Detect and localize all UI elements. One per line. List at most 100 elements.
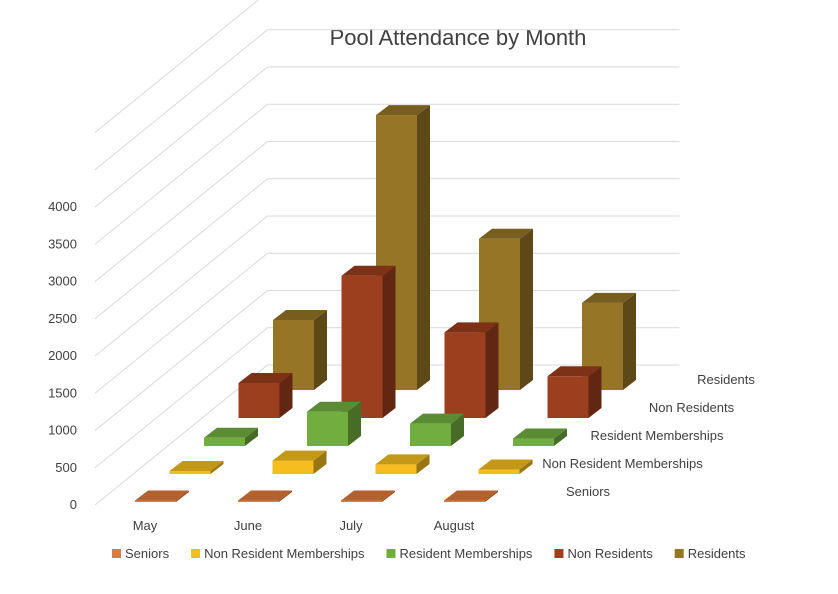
x-axis-ticks: May June July August	[133, 518, 475, 533]
bar-front	[444, 500, 485, 502]
bar-top	[341, 490, 395, 501]
gridline	[94, 178, 268, 320]
bar	[410, 413, 464, 446]
legend-swatch	[191, 549, 201, 558]
bar-top	[410, 413, 464, 424]
bar-top	[513, 428, 567, 439]
bar-top	[375, 454, 430, 465]
series-non-resident-memberships	[169, 450, 533, 474]
bar	[444, 490, 498, 502]
bar-side	[623, 292, 636, 390]
bar-top	[547, 366, 602, 377]
bar-front	[169, 471, 211, 474]
bar-front	[341, 275, 383, 418]
bars	[135, 105, 636, 502]
bar-top	[204, 427, 258, 438]
bar-top	[238, 490, 292, 501]
series-resident-memberships	[204, 401, 567, 446]
gridline	[94, 327, 268, 469]
bar	[341, 265, 396, 418]
bar-side	[520, 228, 533, 390]
bar	[375, 454, 430, 474]
bar	[341, 490, 395, 502]
bar-top	[341, 265, 396, 276]
bar	[204, 427, 258, 446]
bar-side	[588, 366, 602, 418]
bar-front	[238, 500, 279, 502]
bar-side	[382, 490, 395, 502]
bar-top	[307, 401, 361, 412]
legend-label: Resident Memberships	[399, 546, 532, 561]
y-tick-label: 2000	[48, 348, 77, 363]
bar-side	[348, 401, 361, 446]
y-tick-label: 500	[55, 460, 77, 475]
bar-front	[204, 437, 245, 446]
bar	[238, 372, 293, 418]
gridline	[94, 252, 268, 394]
gridlines	[94, 0, 680, 506]
bar-side	[210, 461, 224, 474]
bar-front	[341, 500, 382, 502]
y-tick-label: 3000	[48, 274, 77, 289]
bar-front	[478, 469, 520, 474]
bar-side	[314, 309, 327, 390]
bar-side	[313, 450, 327, 474]
bar-top	[272, 450, 327, 461]
legend-label: Residents	[688, 546, 746, 561]
legend-item: Non Residents	[554, 546, 653, 561]
y-axis-ticks: 0 500 1000 1500 2000 2500 3000 3500 4000	[48, 199, 77, 512]
bar	[238, 490, 292, 502]
bar-top	[273, 309, 327, 320]
y-tick-label: 4000	[48, 199, 77, 214]
gridline	[94, 29, 268, 171]
bar-top	[238, 372, 293, 383]
bar-top	[169, 461, 224, 472]
gridline	[94, 0, 260, 133]
series-depth-labels: Seniors Non Resident Memberships Resident …	[542, 372, 755, 499]
bar-top	[444, 322, 499, 333]
y-tick-label: 1500	[48, 385, 77, 400]
legend-item: Resident Memberships	[386, 546, 533, 561]
y-tick-label: 0	[70, 497, 77, 512]
bar-side	[519, 459, 533, 474]
legend-label: Non Residents	[567, 546, 653, 561]
bar-top	[444, 490, 498, 501]
bar	[513, 428, 567, 446]
bar	[307, 401, 361, 446]
legend-swatch	[554, 549, 564, 558]
series-non-residents	[238, 265, 602, 418]
legend-label: Seniors	[125, 546, 170, 561]
bar-side	[485, 322, 499, 418]
bar-top	[479, 228, 533, 239]
series-depth-label: Resident Memberships	[591, 428, 724, 443]
bar-front	[307, 411, 348, 446]
bar-front	[410, 423, 451, 446]
bar-side	[176, 490, 189, 502]
bar	[444, 322, 499, 418]
bar-top	[478, 459, 533, 470]
bar	[135, 490, 189, 502]
bar-side	[485, 490, 498, 502]
gridline	[94, 141, 268, 282]
bar-front	[135, 500, 176, 502]
bar-top	[582, 292, 636, 303]
bar-side	[416, 454, 430, 474]
legend-swatch	[386, 549, 396, 558]
x-tick-label: August	[434, 518, 475, 533]
bar-side	[245, 427, 258, 446]
gridline	[94, 103, 268, 245]
y-tick-label: 3500	[48, 236, 77, 251]
bar	[169, 461, 224, 474]
legend: Seniors Non Resident Memberships Resident …	[112, 546, 746, 561]
legend-swatch	[674, 549, 684, 558]
legend-item: Residents	[674, 546, 746, 561]
legend-swatch	[112, 549, 121, 558]
bar-front	[375, 464, 417, 474]
y-tick-label: 2500	[48, 311, 77, 326]
bar-side	[279, 490, 292, 502]
legend-item: Non Resident Memberships	[191, 546, 365, 561]
series-depth-label: Residents	[697, 372, 755, 387]
bar-front	[272, 460, 314, 474]
gridline	[94, 290, 268, 431]
